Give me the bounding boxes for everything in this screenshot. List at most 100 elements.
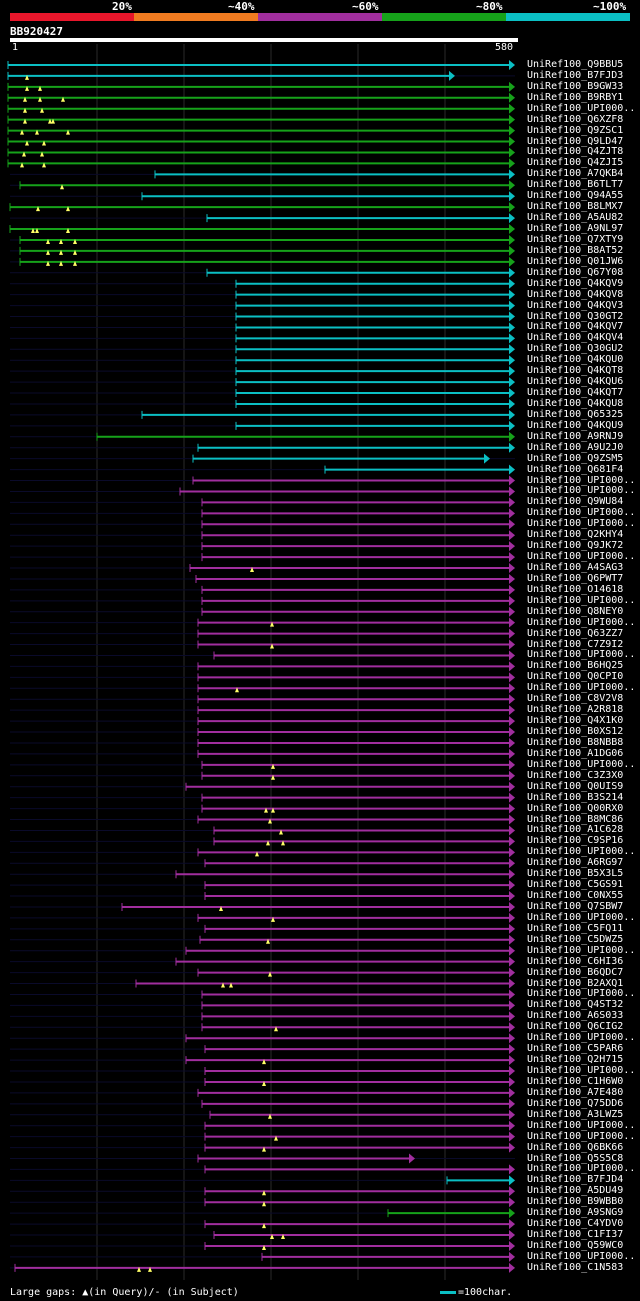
hit-label[interactable]: UniRef100_C3Z3X0 <box>527 769 624 781</box>
hit-label[interactable]: UniRef100_C1FI37 <box>527 1229 624 1241</box>
hit-label[interactable]: UniRef100_B9RBY1 <box>527 91 624 103</box>
hit-label[interactable]: UniRef100_UPI000.. <box>527 1065 636 1077</box>
hit-label[interactable]: UniRef100_Q4KQU6 <box>527 376 624 388</box>
hit-label[interactable]: UniRef100_A2R818 <box>527 704 624 716</box>
hit-label[interactable]: UniRef100_B9WBB0 <box>527 1196 624 1208</box>
hit-label[interactable]: UniRef100_B0XS12 <box>527 726 624 738</box>
hit-label[interactable]: UniRef100_UPI000.. <box>527 485 636 497</box>
hit-label[interactable]: UniRef100_Q4KQU0 <box>527 354 624 366</box>
hit-label[interactable]: UniRef100_A1C628 <box>527 824 624 836</box>
hit-label[interactable]: UniRef100_UPI000.. <box>527 1163 636 1175</box>
hit-label[interactable]: UniRef100_UPI000.. <box>527 551 636 563</box>
hit-label[interactable]: UniRef100_B6TLT7 <box>527 179 624 191</box>
hit-label[interactable]: UniRef100_Q7SBW7 <box>527 900 624 912</box>
hit-label[interactable]: UniRef100_C5GS91 <box>527 879 624 891</box>
hit-label[interactable]: UniRef100_C5DWZ5 <box>527 933 624 945</box>
hit-label[interactable]: UniRef100_O14618 <box>527 583 624 595</box>
hit-label[interactable]: UniRef100_C1N583 <box>527 1261 624 1273</box>
hit-label[interactable]: UniRef100_Q59WC0 <box>527 1239 624 1251</box>
hit-label[interactable]: UniRef100_Q7XTY9 <box>527 233 624 245</box>
hit-label[interactable]: UniRef100_Q2H715 <box>527 1054 624 1066</box>
hit-label[interactable]: UniRef100_A5AU82 <box>527 212 624 224</box>
hit-label[interactable]: UniRef100_UPI000.. <box>527 944 636 956</box>
hit-label[interactable]: UniRef100_Q4ST32 <box>527 999 624 1011</box>
hit-label[interactable]: UniRef100_Q4KQV4 <box>527 332 624 344</box>
hit-label[interactable]: UniRef100_A7E480 <box>527 1086 624 1098</box>
hit-label[interactable]: UniRef100_UPI000.. <box>527 846 636 858</box>
hit-label[interactable]: UniRef100_B8MC86 <box>527 813 624 825</box>
hit-label[interactable]: UniRef100_UPI000.. <box>527 1032 636 1044</box>
hit-label[interactable]: UniRef100_C1H6W0 <box>527 1075 624 1087</box>
hit-label[interactable]: UniRef100_B9GW33 <box>527 80 624 92</box>
hit-label[interactable]: UniRef100_Q6XZF8 <box>527 113 624 125</box>
hit-label[interactable]: UniRef100_Q9ZSC1 <box>527 124 624 136</box>
hit-label[interactable]: UniRef100_UPI000.. <box>527 616 636 628</box>
hit-label[interactable]: UniRef100_C5FQ11 <box>527 922 624 934</box>
hit-label[interactable]: UniRef100_Q00RX0 <box>527 802 624 814</box>
hit-label[interactable]: UniRef100_UPI000.. <box>527 1250 636 1262</box>
hit-label[interactable]: UniRef100_Q9WU84 <box>527 496 624 508</box>
hit-label[interactable]: UniRef100_A6S033 <box>527 1010 624 1022</box>
hit-label[interactable]: UniRef100_Q2KHY4 <box>527 529 624 541</box>
hit-label[interactable]: UniRef100_UPI000.. <box>527 1130 636 1142</box>
hit-label[interactable]: UniRef100_UPI000.. <box>527 518 636 530</box>
hit-label[interactable]: UniRef100_Q4KQV7 <box>527 321 624 333</box>
hit-label[interactable]: UniRef100_Q30GT2 <box>527 310 624 322</box>
hit-label[interactable]: UniRef100_UPI000.. <box>527 988 636 1000</box>
hit-label[interactable]: UniRef100_B5X3L5 <box>527 868 624 880</box>
hit-label[interactable]: UniRef100_C9SP16 <box>527 835 624 847</box>
hit-label[interactable]: UniRef100_UPI000.. <box>527 507 636 519</box>
hit-label[interactable]: UniRef100_Q4KQT8 <box>527 365 624 377</box>
hit-label[interactable]: UniRef100_UPI000.. <box>527 758 636 770</box>
hit-label[interactable]: UniRef100_B6QDC7 <box>527 966 624 978</box>
hit-label[interactable]: UniRef100_Q9ZSM5 <box>527 452 624 464</box>
hit-label[interactable]: UniRef100_Q6PWT7 <box>527 572 624 584</box>
hit-label[interactable]: UniRef100_Q0CPI0 <box>527 671 624 683</box>
hit-label[interactable]: UniRef100_A9RNJ9 <box>527 430 624 442</box>
hit-label[interactable]: UniRef100_A7QKB4 <box>527 168 624 180</box>
hit-label[interactable]: UniRef100_B8NBB8 <box>527 736 624 748</box>
hit-label[interactable]: UniRef100_B7FJD4 <box>527 1174 624 1186</box>
hit-label[interactable]: UniRef100_Q681F4 <box>527 463 624 475</box>
hit-label[interactable]: UniRef100_B7FJD3 <box>527 69 624 81</box>
hit-label[interactable]: UniRef100_B8LMX7 <box>527 201 624 213</box>
hit-label[interactable]: UniRef100_Q4X1K0 <box>527 715 624 727</box>
hit-label[interactable]: UniRef100_Q9LD47 <box>527 135 624 147</box>
hit-label[interactable]: UniRef100_Q30GU2 <box>527 343 624 355</box>
hit-label[interactable]: UniRef100_B2AXQ1 <box>527 977 624 989</box>
hit-label[interactable]: UniRef100_UPI000.. <box>527 1119 636 1131</box>
hit-label[interactable]: UniRef100_A9U2J0 <box>527 441 624 453</box>
hit-label[interactable]: UniRef100_C6HI36 <box>527 955 624 967</box>
hit-label[interactable]: UniRef100_Q0UIS9 <box>527 780 624 792</box>
hit-label[interactable]: UniRef100_Q94A55 <box>527 190 624 202</box>
hit-label[interactable]: UniRef100_Q6CIG2 <box>527 1021 624 1033</box>
hit-label[interactable]: UniRef100_A1DG06 <box>527 747 624 759</box>
hit-label[interactable]: UniRef100_Q65325 <box>527 408 624 420</box>
hit-label[interactable]: UniRef100_A9SNG9 <box>527 1207 624 1219</box>
hit-label[interactable]: UniRef100_C7Z9I2 <box>527 638 624 650</box>
hit-label[interactable]: UniRef100_A9NL97 <box>527 223 624 235</box>
hit-label[interactable]: UniRef100_Q5S5C8 <box>527 1152 624 1164</box>
hit-label[interactable]: UniRef100_Q4KQV9 <box>527 277 624 289</box>
hit-label[interactable]: UniRef100_Q6BK66 <box>527 1141 624 1153</box>
hit-label[interactable]: UniRef100_Q4KQT7 <box>527 387 624 399</box>
hit-label[interactable]: UniRef100_Q67Y08 <box>527 266 624 278</box>
hit-label[interactable]: UniRef100_Q9JK72 <box>527 540 624 552</box>
hit-label[interactable]: UniRef100_B8AT52 <box>527 244 624 256</box>
hit-label[interactable]: UniRef100_C4YDV0 <box>527 1218 624 1230</box>
hit-label[interactable]: UniRef100_Q01JW6 <box>527 255 624 267</box>
hit-label[interactable]: UniRef100_Q4KQV3 <box>527 299 624 311</box>
hit-label[interactable]: UniRef100_Q4KQU8 <box>527 397 624 409</box>
hit-label[interactable]: UniRef100_UPI000.. <box>527 682 636 694</box>
hit-label[interactable]: UniRef100_Q4KQU9 <box>527 419 624 431</box>
hit-label[interactable]: UniRef100_Q8NEY0 <box>527 605 624 617</box>
hit-label[interactable]: UniRef100_C8V2V8 <box>527 693 624 705</box>
hit-label[interactable]: UniRef100_Q4ZJT8 <box>527 146 624 158</box>
hit-label[interactable]: UniRef100_A5DU49 <box>527 1185 624 1197</box>
hit-label[interactable]: UniRef100_Q75DD6 <box>527 1097 624 1109</box>
hit-label[interactable]: UniRef100_C0NX55 <box>527 890 624 902</box>
hit-label[interactable]: UniRef100_C5PAR6 <box>527 1043 624 1055</box>
hit-label[interactable]: UniRef100_Q9BBU5 <box>527 59 624 70</box>
hit-label[interactable]: UniRef100_UPI000.. <box>527 474 636 486</box>
hit-label[interactable]: UniRef100_B3S214 <box>527 791 624 803</box>
